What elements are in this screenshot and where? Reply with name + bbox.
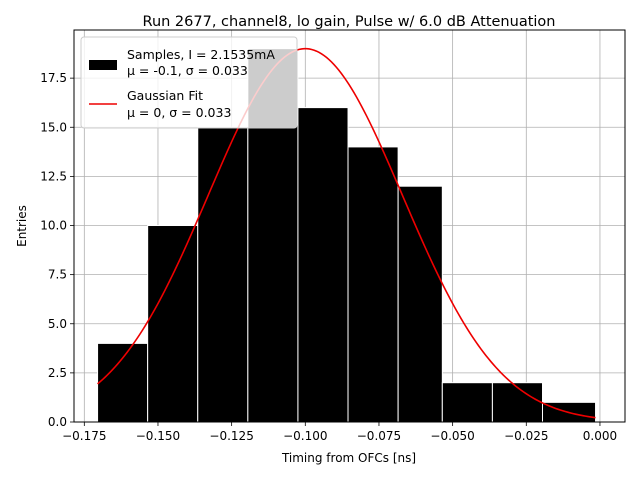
x-axis-label: Timing from OFCs [ns] bbox=[281, 451, 416, 465]
histogram-bar bbox=[297, 107, 349, 423]
legend-fit-label: Gaussian Fit bbox=[127, 88, 203, 103]
histogram-bar bbox=[397, 185, 443, 423]
legend-box bbox=[80, 36, 298, 129]
y-tick-label: 15.0 bbox=[40, 120, 67, 134]
x-tick-label: −0.075 bbox=[357, 429, 401, 443]
legend-samples-stats: μ = -0.1, σ = 0.033 bbox=[127, 63, 248, 78]
x-tick-label: −0.050 bbox=[430, 429, 474, 443]
y-tick-label: 0.0 bbox=[48, 415, 67, 429]
x-tick-label: 0.000 bbox=[583, 429, 617, 443]
gaussian-fit-line bbox=[97, 47, 596, 419]
y-tick-label: 10.0 bbox=[40, 219, 67, 233]
y-axis-ticks: 0.0 2.5 5.0 7.5 10.0 12.5 15.0 17.5 bbox=[40, 71, 74, 429]
y-tick-label: 2.5 bbox=[48, 366, 67, 380]
x-tick-label: −0.025 bbox=[504, 429, 548, 443]
histogram-bar bbox=[197, 126, 249, 423]
legend: Samples, I = 2.1535mA μ = -0.1, σ = 0.03… bbox=[80, 36, 298, 129]
legend-samples-label: Samples, I = 2.1535mA bbox=[127, 47, 275, 62]
plot-frame bbox=[73, 29, 626, 423]
y-tick-label: 7.5 bbox=[48, 268, 67, 282]
chart-title: Run 2677, channel8, lo gain, Pulse w/ 6.… bbox=[143, 14, 556, 30]
y-tick-label: 5.0 bbox=[48, 317, 67, 331]
legend-fit-stats: μ = 0, σ = 0.033 bbox=[127, 105, 231, 120]
histogram-bar bbox=[97, 342, 149, 423]
x-tick-label: −0.125 bbox=[209, 429, 253, 443]
y-axis-label: Entries bbox=[15, 205, 29, 247]
legend-samples-swatch bbox=[89, 60, 117, 70]
histogram-bar bbox=[347, 146, 399, 423]
x-tick-label: −0.150 bbox=[136, 429, 180, 443]
fit-curve bbox=[97, 47, 596, 419]
x-axis-ticks: −0.175 −0.150 −0.125 −0.100 −0.075 −0.050 −0.0… bbox=[62, 422, 617, 443]
histogram-bar bbox=[491, 382, 543, 423]
y-tick-label: 12.5 bbox=[40, 169, 67, 183]
x-tick-label: −0.175 bbox=[62, 429, 106, 443]
y-tick-label: 17.5 bbox=[40, 71, 67, 85]
histogram-bar bbox=[147, 225, 199, 423]
histogram-bar bbox=[441, 382, 493, 423]
x-tick-label: −0.100 bbox=[283, 429, 327, 443]
